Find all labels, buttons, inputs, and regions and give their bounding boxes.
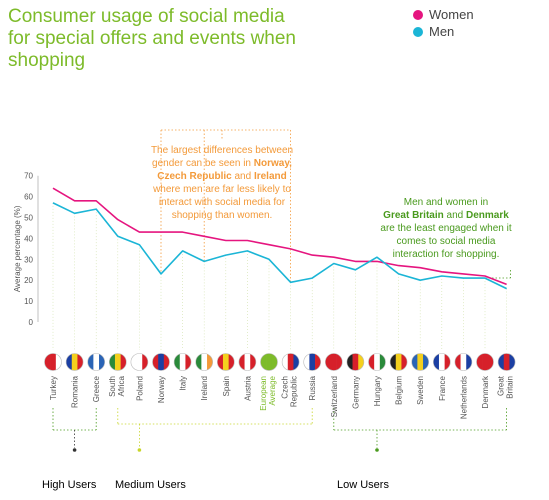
ann2-highlight: Great Britain <box>383 210 444 221</box>
ann1-text: and <box>231 171 254 182</box>
flag-icon <box>346 353 365 371</box>
y-tick-label: 70 <box>24 172 33 181</box>
y-tick-label: 0 <box>29 318 34 327</box>
group-label-medium: Medium Users <box>115 479 186 491</box>
flag-icon <box>454 353 473 371</box>
x-tick-label: Spain <box>222 376 231 396</box>
ann2-line: interaction for shopping. <box>392 249 500 260</box>
x-tick-label: Belgium <box>395 376 404 405</box>
ann2-line: Great Britain and Denmark <box>373 209 519 222</box>
ann2-line: are the least engaged when it <box>380 223 512 234</box>
flag-icon <box>497 353 516 371</box>
flag-icon <box>260 353 278 371</box>
flag-icon <box>238 353 257 371</box>
legend-item-women: Women <box>413 6 474 23</box>
flag-icon <box>411 353 430 371</box>
legend-item-men: Men <box>413 23 474 40</box>
ann1-line: interact with social media for <box>158 197 286 208</box>
flag-icon <box>281 353 300 371</box>
legend: Women Men <box>413 6 474 40</box>
legend-label-women: Women <box>429 7 474 22</box>
ann1-line: where men are far less likely to <box>153 184 291 195</box>
group-label-high: High Users <box>42 479 97 491</box>
x-tick-label: EuropeanAverage <box>259 375 277 410</box>
flag-icon <box>87 353 105 371</box>
x-tick-label: Turkey <box>49 376 58 400</box>
group-dot-high <box>72 448 77 452</box>
ann2-line: comes to social media <box>396 236 496 247</box>
flag-icon <box>44 353 62 371</box>
x-tick-label: Greece <box>92 375 101 402</box>
men-line <box>52 202 507 290</box>
y-tick-label: 20 <box>24 276 33 285</box>
flag-icon <box>324 353 343 371</box>
x-tick-label: Denmark <box>481 375 490 408</box>
ann1-line: gender can be seen in Norway, <box>148 157 296 170</box>
flag-icon <box>173 353 192 371</box>
y-tick-label: 50 <box>24 214 33 223</box>
group-dot-medium <box>137 448 142 452</box>
flag-icon <box>476 353 494 371</box>
x-tick-label: Hungary <box>373 376 382 406</box>
women-line <box>52 187 507 286</box>
y-tick-label: 60 <box>24 193 33 202</box>
y-tick-label: 10 <box>24 297 33 306</box>
x-tick-label: CzechRepublic <box>281 376 299 407</box>
flag-icon <box>152 353 170 371</box>
chart-title: Consumer usage of social media for speci… <box>8 6 296 71</box>
flag-icon <box>303 353 322 371</box>
legend-swatch-men <box>413 26 423 37</box>
x-tick-label: Sweden <box>416 376 425 405</box>
flag-icon <box>195 353 213 371</box>
y-tick-label: 40 <box>24 234 33 243</box>
ann1-highlight: Czech Republic <box>157 171 232 182</box>
legend-label-men: Men <box>429 24 455 39</box>
ann2-line: Men and women in <box>403 197 489 208</box>
ann2-highlight: Denmark <box>466 210 509 221</box>
x-tick-label: France <box>438 375 447 400</box>
flag-icon <box>432 353 451 371</box>
ann1-line: shopping than women. <box>171 210 273 221</box>
ann1-line: The largest differences between <box>150 145 294 156</box>
x-tick-label: Austria <box>243 375 252 400</box>
legend-swatch-women <box>413 9 423 20</box>
annotation-least-engaged: Men and women in Great Britain and Denma… <box>373 196 519 261</box>
x-tick-label: Switzerland <box>330 376 339 417</box>
x-tick-label: SouthAfrica <box>108 375 126 396</box>
x-tick-label: Poland <box>135 376 144 401</box>
flag-icon <box>65 353 84 371</box>
flag-icon <box>389 353 408 371</box>
x-tick-label: Russia <box>308 375 317 400</box>
flag-icon <box>130 353 149 371</box>
flag-icon <box>109 353 127 371</box>
group-label-low: Low Users <box>337 479 389 491</box>
x-tick-label: Ireland <box>200 376 209 400</box>
y-tick-label: 30 <box>24 255 33 264</box>
x-tick-label: Norway <box>157 376 166 403</box>
ann1-highlight: Ireland <box>253 171 287 182</box>
flag-icon <box>368 353 386 371</box>
ann1-highlight: Norway, <box>253 158 292 169</box>
ann1-text: gender can be seen in <box>152 158 254 169</box>
group-dot-low <box>375 448 379 452</box>
y-axis-title: Average percentage (%) <box>13 205 22 292</box>
x-tick-label: GreatBritain <box>497 375 515 398</box>
ann1-line: Czech Republic and Ireland <box>148 170 296 183</box>
x-tick-label: Italy <box>179 376 188 391</box>
annotation-gender-differences: The largest differences between gender c… <box>148 144 296 222</box>
x-tick-label: Netherlands <box>459 376 468 419</box>
flag-icon <box>217 353 235 371</box>
x-tick-label: Romania <box>71 375 80 408</box>
ann2-text: and <box>443 210 466 221</box>
x-tick-label: Germany <box>351 376 360 409</box>
